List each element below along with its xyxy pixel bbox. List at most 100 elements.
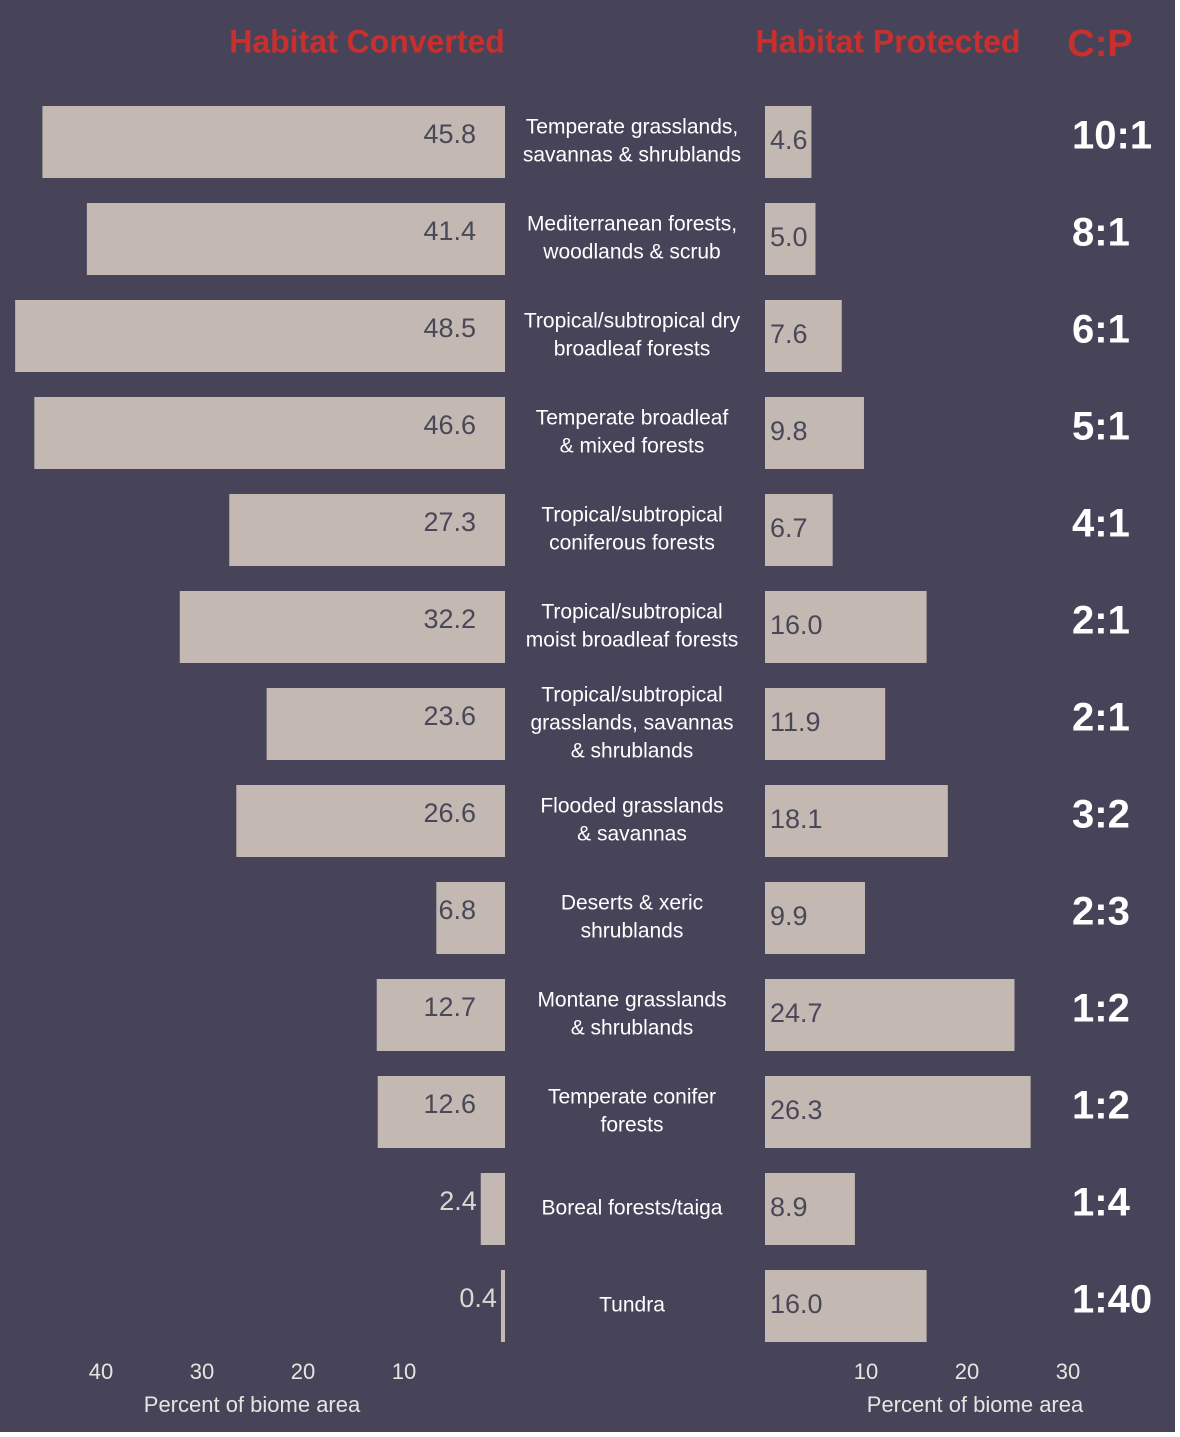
ratio-label: 1:4 bbox=[1072, 1181, 1131, 1225]
protected-bar bbox=[765, 785, 948, 857]
converted-bar bbox=[15, 300, 506, 372]
category-label: shrublands bbox=[581, 920, 684, 943]
category-label: & savannas bbox=[577, 823, 687, 846]
x-tick-label: 20 bbox=[955, 1359, 979, 1384]
protected-bar bbox=[765, 882, 865, 954]
value-label: 26.6 bbox=[423, 798, 476, 828]
category-label: Tropical/subtropical bbox=[541, 684, 722, 707]
converted-bar bbox=[377, 1076, 505, 1148]
category-label: moist broadleaf forests bbox=[526, 629, 738, 652]
converted-bar bbox=[376, 979, 505, 1051]
value-label: 9.8 bbox=[770, 416, 808, 446]
ratio-label: 1:2 bbox=[1072, 987, 1130, 1031]
category-label: Deserts & xeric bbox=[561, 892, 703, 915]
value-label: 2.4 bbox=[439, 1186, 477, 1216]
protected-bar bbox=[765, 300, 842, 372]
category-label: Tundra bbox=[599, 1294, 665, 1317]
ratio-label: 6:1 bbox=[1072, 308, 1130, 352]
value-label: 18.1 bbox=[770, 804, 823, 834]
protected-bar bbox=[765, 1173, 855, 1245]
ratio-label: 3:2 bbox=[1072, 793, 1130, 837]
value-label: 16.0 bbox=[770, 610, 823, 640]
protected-bar bbox=[765, 979, 1015, 1051]
ratio-label: 8:1 bbox=[1072, 211, 1130, 255]
x-tick-label: 10 bbox=[854, 1359, 878, 1384]
category-label: Temperate grasslands, bbox=[526, 116, 738, 139]
category-label: broadleaf forests bbox=[554, 338, 710, 361]
value-label: 12.7 bbox=[423, 992, 476, 1022]
x-tick-label: 20 bbox=[291, 1359, 315, 1384]
value-label: 32.2 bbox=[423, 604, 476, 634]
category-label: Flooded grasslands bbox=[540, 795, 723, 818]
category-label: forests bbox=[600, 1114, 663, 1137]
value-label: 9.9 bbox=[770, 901, 808, 931]
ratio-label: 1:40 bbox=[1072, 1278, 1152, 1322]
protected-bar bbox=[765, 397, 864, 469]
value-label: 46.6 bbox=[423, 410, 476, 440]
ratio-label: 1:2 bbox=[1072, 1084, 1130, 1128]
category-label: woodlands & scrub bbox=[542, 241, 720, 264]
right-title: Habitat Protected bbox=[756, 23, 1021, 59]
value-label: 41.4 bbox=[423, 216, 476, 246]
protected-bar bbox=[765, 1076, 1031, 1148]
converted-bar bbox=[179, 591, 505, 663]
converted-bar bbox=[436, 882, 505, 954]
x-tick-label: 40 bbox=[89, 1359, 113, 1384]
category-label: & shrublands bbox=[571, 1017, 694, 1040]
right-axis-label: Percent of biome area bbox=[867, 1392, 1084, 1417]
protected-bar bbox=[765, 106, 812, 178]
value-label: 6.7 bbox=[770, 513, 808, 543]
ratio-title: C:P bbox=[1067, 23, 1132, 65]
category-label: Boreal forests/taiga bbox=[542, 1197, 723, 1220]
value-label: 45.8 bbox=[423, 119, 476, 149]
value-label: 26.3 bbox=[770, 1095, 823, 1125]
category-label: & mixed forests bbox=[560, 435, 705, 458]
converted-bar bbox=[229, 494, 505, 566]
ratio-label: 10:1 bbox=[1072, 114, 1152, 158]
converted-bar bbox=[266, 688, 505, 760]
category-label: grasslands, savannas bbox=[530, 712, 733, 735]
value-label: 23.6 bbox=[423, 701, 476, 731]
protected-bar bbox=[765, 591, 927, 663]
value-label: 5.0 bbox=[770, 222, 808, 252]
ratio-label: 5:1 bbox=[1072, 405, 1130, 449]
converted-bar bbox=[34, 397, 506, 469]
value-label: 16.0 bbox=[770, 1289, 823, 1319]
ratio-label: 2:1 bbox=[1072, 696, 1130, 740]
value-label: 24.7 bbox=[770, 998, 823, 1028]
value-label: 12.6 bbox=[423, 1089, 476, 1119]
left-title: Habitat Converted bbox=[229, 23, 505, 59]
converted-bar bbox=[480, 1173, 505, 1245]
protected-bar bbox=[765, 203, 816, 275]
category-label: Tropical/subtropical dry bbox=[524, 310, 741, 333]
value-label: 4.6 bbox=[770, 125, 808, 155]
protected-bar bbox=[765, 688, 886, 760]
category-label: Temperate broadleaf bbox=[536, 407, 729, 430]
category-label: Temperate conifer bbox=[548, 1086, 716, 1109]
x-tick-label: 30 bbox=[1056, 1359, 1080, 1384]
category-label: coniferous forests bbox=[549, 532, 715, 555]
converted-bar bbox=[236, 785, 505, 857]
category-label: Tropical/subtropical bbox=[541, 601, 722, 624]
left-axis-label: Percent of biome area bbox=[144, 1392, 361, 1417]
ratio-label: 4:1 bbox=[1072, 502, 1130, 546]
category-label: Mediterranean forests, bbox=[527, 213, 737, 236]
protected-bar bbox=[765, 1270, 927, 1342]
converted-bar bbox=[42, 106, 506, 178]
value-label: 7.6 bbox=[770, 319, 808, 349]
category-label: savannas & shrublands bbox=[523, 144, 741, 167]
ratio-label: 2:1 bbox=[1072, 599, 1130, 643]
category-label: & shrublands bbox=[571, 740, 694, 763]
converted-bar bbox=[500, 1270, 505, 1342]
value-label: 6.8 bbox=[438, 895, 476, 925]
value-label: 27.3 bbox=[423, 507, 476, 537]
value-label: 11.9 bbox=[770, 707, 821, 737]
value-label: 8.9 bbox=[770, 1192, 808, 1222]
ratio-label: 2:3 bbox=[1072, 890, 1130, 934]
protected-bar bbox=[765, 494, 833, 566]
x-tick-label: 10 bbox=[392, 1359, 416, 1384]
value-label: 0.4 bbox=[459, 1283, 497, 1313]
converted-bar bbox=[86, 203, 506, 275]
category-label: Tropical/subtropical bbox=[541, 504, 722, 527]
